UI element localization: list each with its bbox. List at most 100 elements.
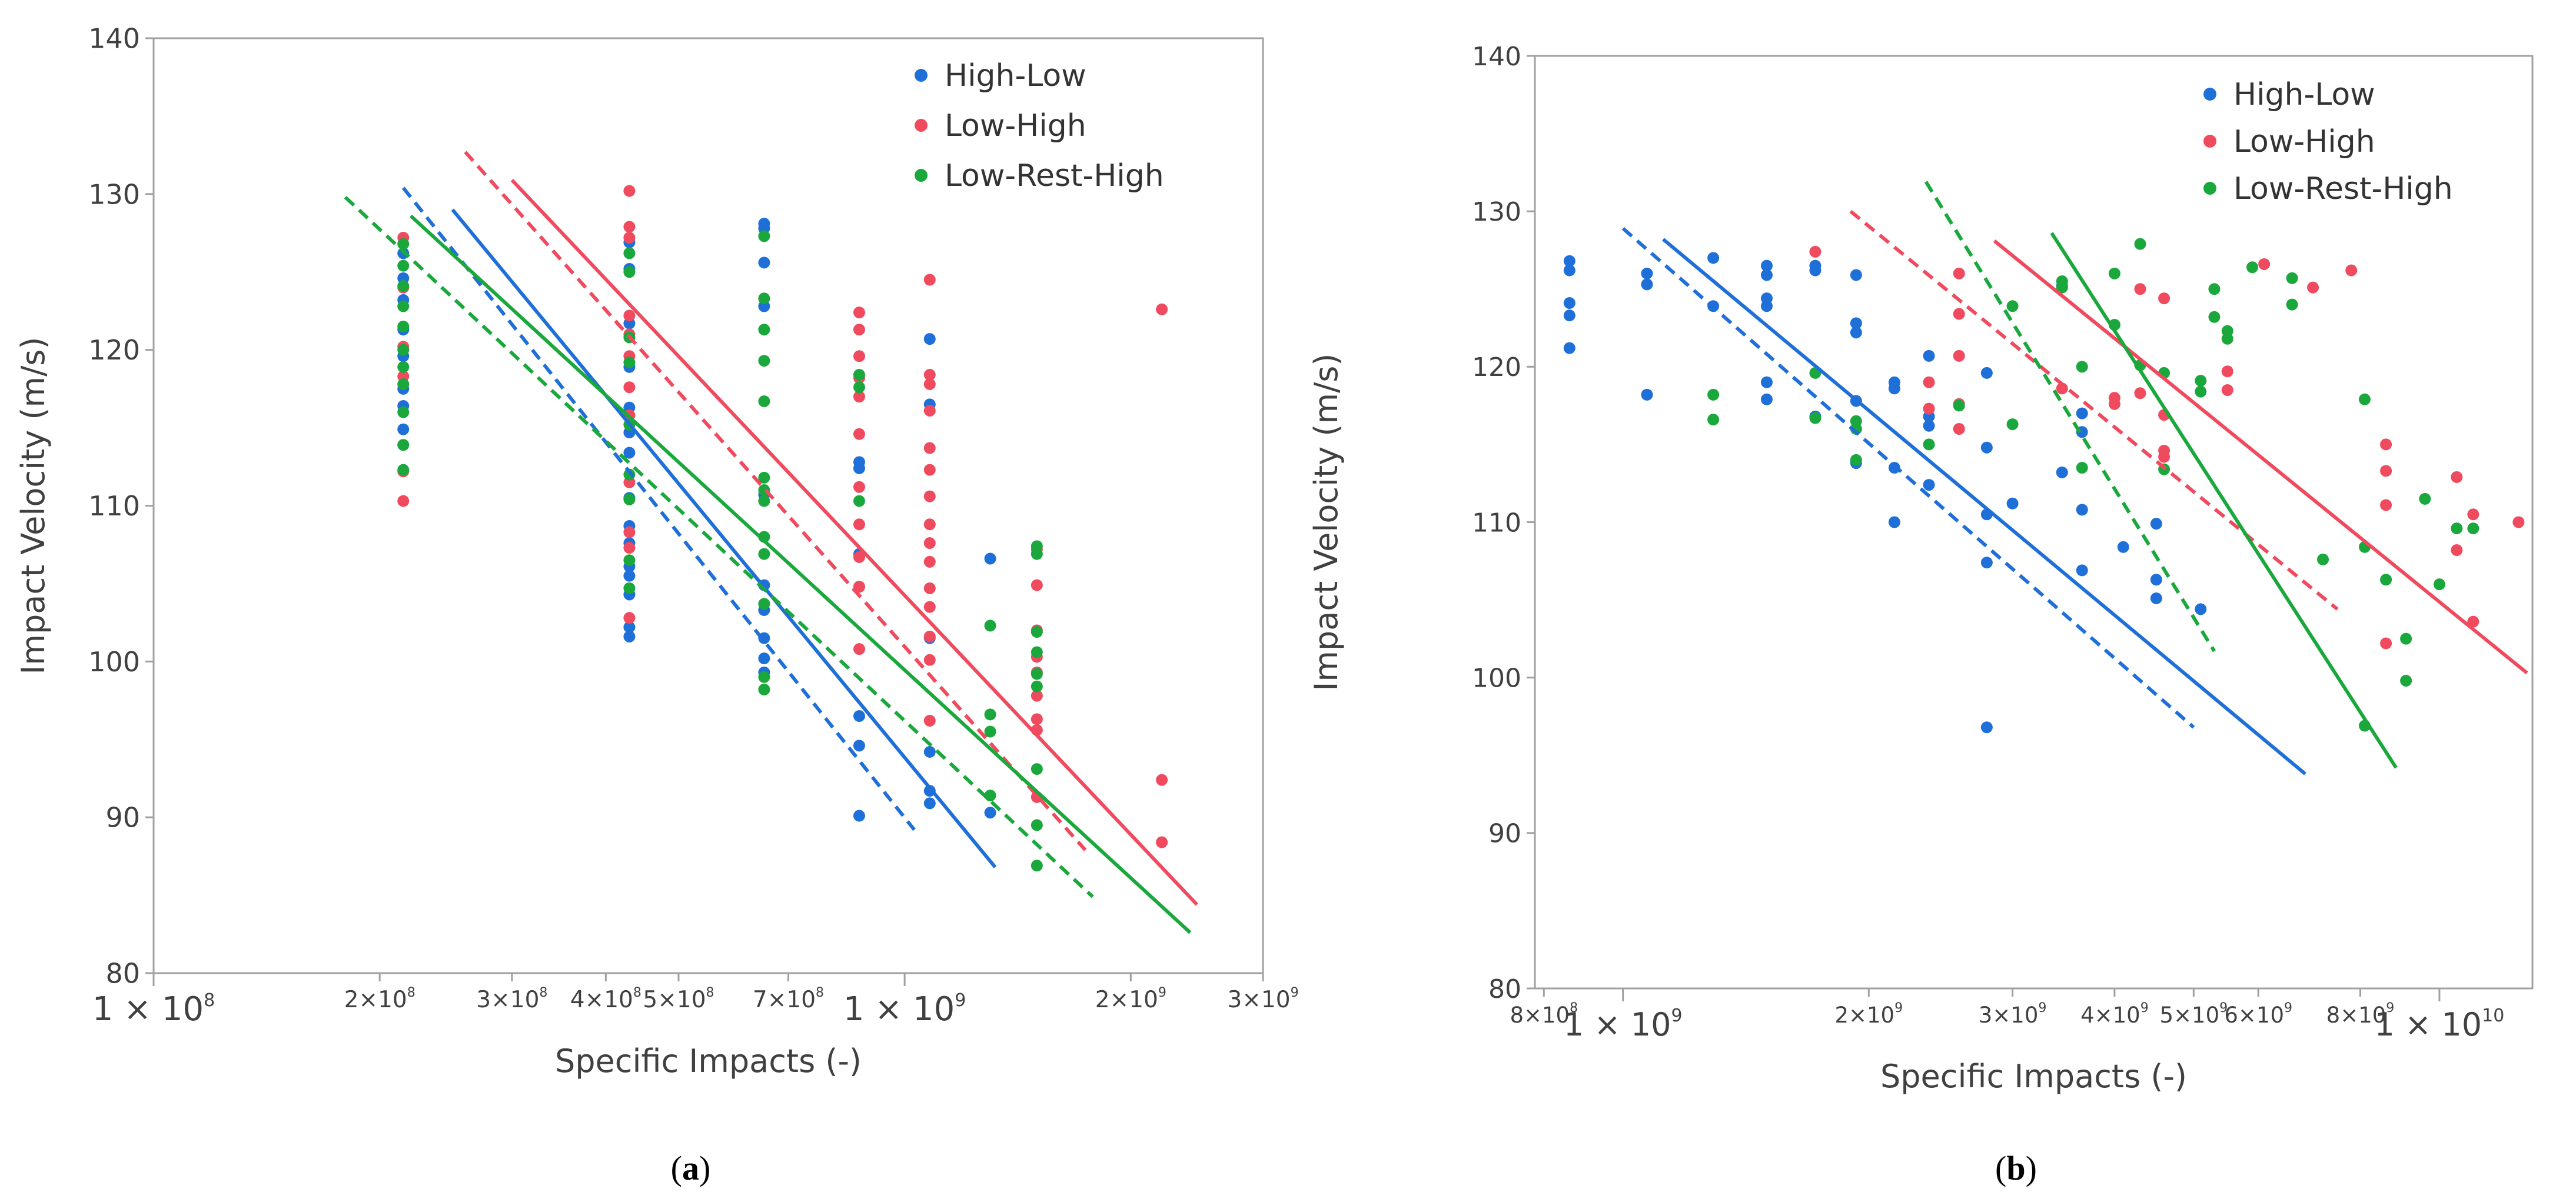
- data-point: [2467, 508, 2479, 521]
- data-point: [2108, 267, 2120, 279]
- x-tick-label: 3×108: [476, 985, 547, 1013]
- data-point: [1850, 327, 1862, 339]
- data-point: [2345, 264, 2358, 277]
- data-point: [2317, 553, 2329, 565]
- y-tick-label: 80: [1488, 974, 1521, 1004]
- x-tick-label: 4×108: [570, 985, 641, 1013]
- series-low-rest-high: [397, 230, 1043, 872]
- data-point: [2076, 361, 2088, 373]
- data-point: [1641, 388, 1653, 401]
- fit-line-solid: [409, 214, 1192, 934]
- data-point: [1980, 721, 1993, 734]
- legend-marker: [2203, 135, 2216, 148]
- data-point: [1760, 292, 1773, 305]
- data-point: [2195, 385, 2207, 398]
- y-tick-label: 90: [105, 802, 140, 834]
- y-tick-label: 140: [88, 23, 140, 55]
- data-point: [2380, 499, 2392, 511]
- data-point: [2380, 637, 2392, 650]
- data-point: [397, 378, 410, 390]
- x-tick-label: 1 × 108: [92, 990, 215, 1028]
- data-point: [758, 230, 770, 242]
- data-point: [397, 406, 410, 418]
- data-point: [2076, 407, 2088, 419]
- data-point: [2150, 574, 2162, 586]
- data-point: [984, 708, 996, 721]
- fit-line-solid: [1662, 238, 2306, 775]
- data-point: [923, 518, 936, 531]
- data-point: [623, 247, 636, 259]
- data-point: [758, 671, 770, 683]
- data-point: [623, 221, 636, 233]
- data-point: [923, 274, 936, 286]
- x-tick-label: 2×109: [1095, 985, 1166, 1013]
- chart-panel-a: 80 90 100 110 120 130 140 1 × 108 2×108 3×108 4×10…: [15, 23, 1299, 1187]
- data-point: [2467, 615, 2479, 628]
- data-point: [758, 684, 770, 696]
- data-point: [2076, 462, 2088, 474]
- data-point: [758, 218, 770, 230]
- data-point: [853, 740, 865, 752]
- data-point: [2006, 418, 2019, 431]
- y-tick-label: 120: [1472, 352, 1521, 382]
- data-point: [1156, 303, 1168, 315]
- data-point: [2400, 674, 2412, 687]
- data-point: [2134, 387, 2146, 399]
- data-point: [853, 495, 865, 507]
- data-point: [1850, 415, 1862, 427]
- x-tick-label: 2×108: [344, 985, 416, 1013]
- data-point: [623, 447, 636, 459]
- fit-line-solid: [1993, 239, 2528, 675]
- data-point: [1156, 836, 1168, 848]
- fit-line-solid: [451, 208, 997, 868]
- data-point: [623, 309, 636, 322]
- data-point: [623, 582, 636, 594]
- data-point: [2400, 632, 2412, 645]
- y-axis-title: Impact Velocity (m/s): [1308, 354, 1345, 691]
- data-point: [923, 333, 936, 345]
- data-point: [1031, 860, 1043, 872]
- data-point: [1031, 540, 1043, 552]
- y-tick-label: 90: [1488, 819, 1521, 849]
- data-point: [397, 344, 410, 356]
- data-point: [1980, 367, 1993, 379]
- x-tick-label: 2×109: [1834, 1001, 1903, 1028]
- x-tick-label: 8×108: [1510, 1001, 1578, 1028]
- data-point: [1031, 626, 1043, 638]
- data-point: [1563, 264, 1575, 277]
- data-point: [2380, 438, 2392, 451]
- y-tick-label: 80: [105, 958, 140, 990]
- data-point: [2467, 522, 2479, 535]
- y-tick-label: 110: [1472, 508, 1521, 538]
- data-point: [2380, 465, 2392, 477]
- data-point: [923, 745, 936, 758]
- data-point: [923, 490, 936, 502]
- data-point: [397, 423, 410, 435]
- data-point: [2056, 275, 2068, 288]
- data-point: [1953, 423, 1965, 435]
- data-point: [853, 551, 865, 563]
- data-point: [2006, 497, 2019, 510]
- data-point: [1850, 269, 1862, 281]
- data-point: [1641, 267, 1653, 279]
- data-point: [1563, 255, 1575, 267]
- data-point: [1031, 668, 1043, 680]
- fit-line-dashed: [344, 195, 1094, 898]
- data-point: [1953, 267, 1965, 279]
- data-point: [2246, 261, 2259, 274]
- data-point: [2150, 592, 2162, 604]
- x-tick-label: 1 × 109: [1564, 1005, 1683, 1043]
- data-point: [1031, 646, 1043, 658]
- data-point: [623, 621, 636, 634]
- data-point: [758, 548, 770, 560]
- y-tick-label: 130: [1472, 197, 1521, 227]
- x-axis-title: Specific Impacts (-): [1880, 1058, 2187, 1095]
- data-point: [853, 710, 865, 722]
- data-point: [2433, 578, 2445, 591]
- data-point: [923, 442, 936, 454]
- y-tick-label: 130: [88, 178, 140, 210]
- x-tick-label: 5×109: [2160, 1001, 2228, 1028]
- data-point: [397, 361, 410, 373]
- y-tick-label: 120: [88, 334, 140, 366]
